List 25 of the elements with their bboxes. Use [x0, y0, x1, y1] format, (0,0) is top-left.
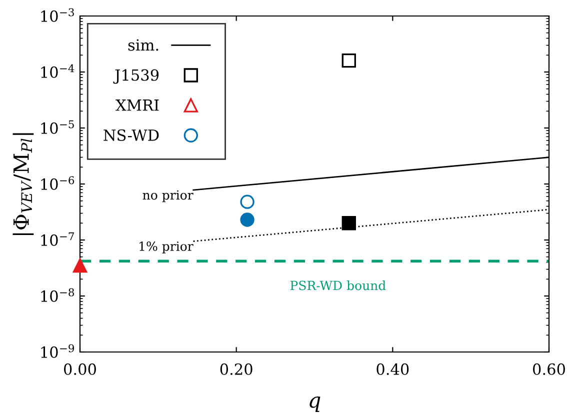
legend-label: XMRI [116, 100, 159, 111]
y-tick-label: 10$^{−5}$ [41, 120, 74, 134]
point [342, 53, 356, 68]
point [72, 258, 88, 273]
y-axis-title: |Φ$_{VEV}$/M$_{Pl}$| [12, 133, 34, 235]
x-axis-title: q [310, 396, 320, 412]
annotation: no prior [142, 190, 194, 202]
x-tick-label: 0.00 [64, 363, 96, 375]
y-tick-label: 10$^{−8}$ [41, 288, 74, 302]
legend-label: NS-WD [104, 129, 159, 141]
legend-label: J1539 [113, 69, 159, 84]
point [240, 212, 254, 227]
x-tick-label: 0.60 [533, 363, 565, 375]
point [342, 216, 356, 230]
y-tick-label: 10$^{−6}$ [41, 176, 74, 190]
legend-label: sim. [128, 39, 158, 51]
annotation: 1% prior [140, 241, 194, 254]
y-tick-label: 10$^{−9}$ [41, 344, 74, 358]
x-tick-label: 0.20 [220, 363, 252, 375]
x-tick-label: 0.40 [376, 363, 409, 375]
y-tick-label: 10$^{−4}$ [41, 64, 74, 78]
y-tick-label: 10$^{−3}$ [41, 8, 74, 22]
y-tick-label: 10$^{−7}$ [41, 232, 74, 246]
point [240, 194, 254, 209]
ref-line-label: PSR-WD bound [290, 280, 386, 290]
